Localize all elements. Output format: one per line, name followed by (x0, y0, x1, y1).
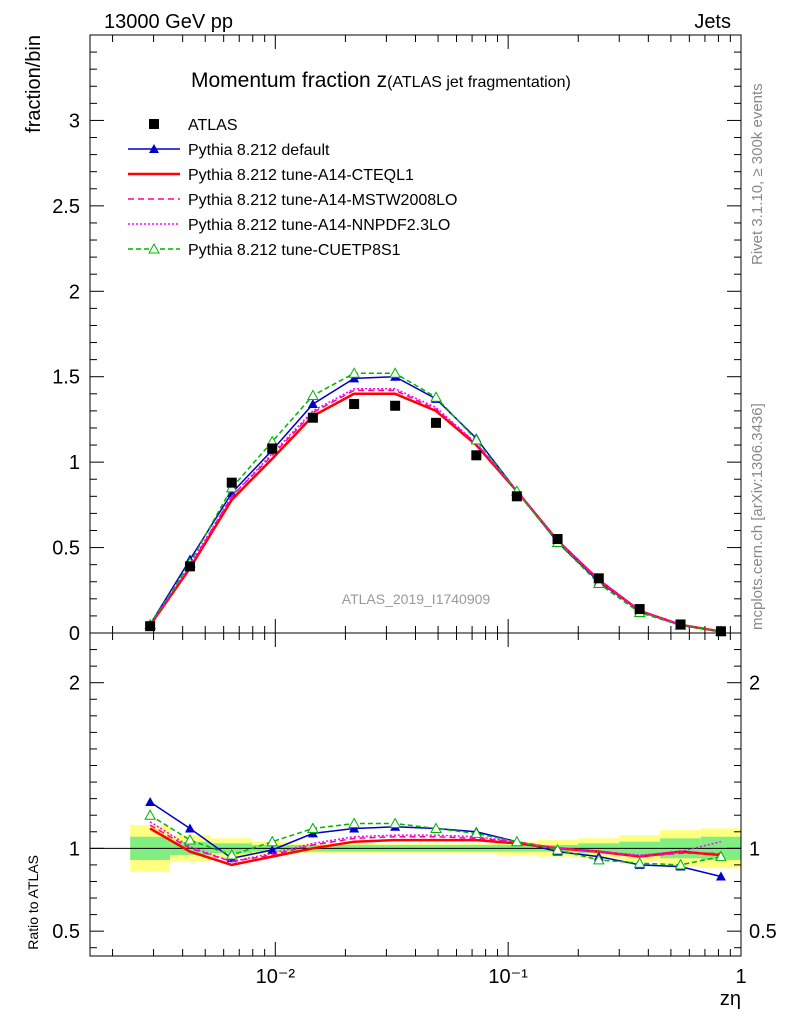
legend-marker (149, 144, 159, 153)
chart-title-main: Momentum fraction z (191, 69, 387, 92)
data-point (390, 400, 401, 411)
y-tick-label: 0.5 (52, 538, 80, 560)
y-tick-label: 1 (69, 452, 80, 474)
y-tick-label: 2 (69, 281, 80, 303)
side-site-label: mcplots.cern.ch [arXiv:1306.3436] (749, 403, 766, 630)
ratio-series-line (149, 821, 722, 863)
ratio-series-marker (715, 871, 726, 881)
data-point (431, 417, 442, 428)
ratio-series-marker (674, 858, 687, 870)
y-tick-label: 1.5 (52, 367, 80, 389)
main-series-layer (144, 367, 727, 637)
ratio-y-tick-label-right: 1 (749, 838, 760, 860)
main-series-marker (307, 399, 318, 409)
x-tick-label: 1 (735, 966, 746, 988)
main-series-marker (349, 373, 360, 383)
main-series-line (149, 387, 722, 633)
data-point (511, 491, 522, 502)
ratio-series-marker (266, 835, 279, 847)
data-point (145, 621, 156, 632)
y-tick-label: 2.5 (52, 196, 80, 218)
ratio-series-marker (145, 796, 156, 806)
ratio-series-marker (430, 822, 442, 833)
legend-label: Pythia 8.212 tune-A14-NNPDF2.3LO (188, 217, 450, 234)
legend-marker (149, 119, 159, 129)
data-point (184, 561, 195, 572)
x-tick-label: 10⁻² (256, 966, 296, 988)
ratio-y-tick-label: 1 (69, 838, 80, 860)
legend-label: Pythia 8.212 tune-A14-MSTW2008LO (188, 192, 457, 209)
ratio-y-tick-label: 2 (69, 673, 80, 695)
ratio-series-marker (551, 843, 564, 855)
chart-title-sub: (ATLAS jet fragmentation) (387, 74, 571, 91)
data-point (226, 477, 237, 488)
ratio-series-marker (389, 817, 401, 828)
ratio-y-tick-label-right: 0.5 (749, 921, 777, 943)
ratio-y-tick-label-right: 2 (749, 673, 760, 695)
ratio-series-marker (511, 835, 523, 847)
main-series-marker (389, 367, 401, 378)
header-jets: Jets (694, 11, 731, 33)
legend-label: ATLAS (188, 117, 238, 134)
x-tick-label: 10⁻¹ (488, 966, 528, 988)
main-series-marker (348, 367, 360, 378)
main-series-marker (430, 391, 442, 402)
main-series-marker (470, 433, 483, 445)
legend-label: Pythia 8.212 tune-CUETP8S1 (188, 242, 401, 259)
legend-label: Pythia 8.212 tune-A14-CTEQL1 (188, 167, 414, 184)
ratio-series-marker (144, 809, 156, 820)
main-series-line (149, 389, 722, 633)
ratio-series-marker (592, 853, 605, 865)
ratio-series-marker (225, 848, 238, 860)
y-axis-label: fraction/bin (23, 35, 45, 133)
data-point (675, 619, 686, 630)
legend: ATLAS Pythia 8.212 default Pythia 8.212 tu… (128, 117, 457, 259)
ratio-series-marker (307, 822, 319, 833)
ratio-series-marker (348, 817, 360, 828)
ratio-series-marker (470, 827, 483, 838)
header-process: 13000 GeV pp (104, 11, 233, 33)
ratio-series-marker (633, 857, 646, 868)
data-point (349, 399, 360, 410)
ratio-series-marker (715, 850, 727, 862)
data-point (593, 573, 604, 584)
ratio-plot-frame (89, 632, 742, 957)
ratio-series-marker (184, 834, 196, 845)
main-series-marker (307, 389, 319, 401)
data-point (471, 450, 482, 461)
ratio-y-axis-label: Ratio to ATLAS (25, 855, 41, 950)
side-rivet-label: Rivet 3.1.10, ≥ 300k events (749, 83, 766, 265)
data-point (634, 604, 645, 615)
ratio-series-layer (144, 796, 727, 881)
axis-ticks: 10⁻² 10⁻¹ 1 0 0.5 1 1.5 2 2.5 3 0.5 0.5 1 1 2 2 (52, 35, 777, 988)
ratio-series-line (149, 827, 722, 867)
analysis-label: ATLAS_2019_I1740909 (342, 591, 491, 607)
ratio-y-tick-label: 0.5 (52, 921, 80, 943)
data-point (307, 412, 318, 423)
legend-label: Pythia 8.212 default (188, 142, 330, 159)
legend-marker (148, 242, 160, 254)
y-tick-label: 0 (69, 623, 80, 645)
y-tick-label: 3 (69, 110, 80, 132)
data-point (715, 626, 726, 637)
ratio-series-marker (184, 823, 195, 833)
ratio-series-marker (267, 844, 278, 854)
chart-title: Momentum fraction z(ATLAS jet fragmentat… (191, 69, 571, 92)
data-point (267, 443, 278, 454)
data-point (552, 534, 563, 545)
x-axis-label: zη (720, 988, 741, 1010)
